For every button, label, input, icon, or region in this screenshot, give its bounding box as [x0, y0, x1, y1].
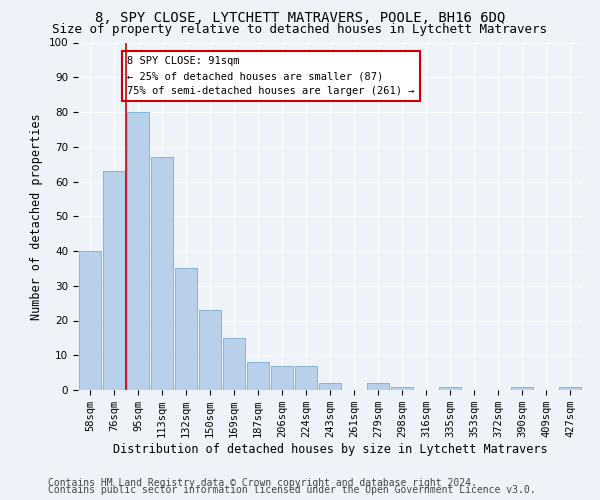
Y-axis label: Number of detached properties: Number of detached properties [30, 113, 43, 320]
Text: Size of property relative to detached houses in Lytchett Matravers: Size of property relative to detached ho… [53, 22, 548, 36]
Bar [295, 366, 317, 390]
Bar [175, 268, 197, 390]
X-axis label: Distribution of detached houses by size in Lytchett Matravers: Distribution of detached houses by size … [113, 443, 547, 456]
Text: Contains public sector information licensed under the Open Government Licence v3: Contains public sector information licen… [48, 485, 536, 495]
Bar [79, 251, 101, 390]
Bar [367, 383, 389, 390]
Text: 8, SPY CLOSE, LYTCHETT MATRAVERS, POOLE, BH16 6DQ: 8, SPY CLOSE, LYTCHETT MATRAVERS, POOLE,… [95, 11, 505, 25]
Bar [391, 386, 413, 390]
Bar [271, 366, 293, 390]
Bar [199, 310, 221, 390]
Text: Contains HM Land Registry data © Crown copyright and database right 2024.: Contains HM Land Registry data © Crown c… [48, 478, 477, 488]
Bar [223, 338, 245, 390]
Bar [511, 386, 533, 390]
Bar [103, 171, 125, 390]
Text: 8 SPY CLOSE: 91sqm
← 25% of detached houses are smaller (87)
75% of semi-detache: 8 SPY CLOSE: 91sqm ← 25% of detached hou… [127, 56, 415, 96]
Bar [247, 362, 269, 390]
Bar [319, 383, 341, 390]
Bar [151, 157, 173, 390]
Bar [559, 386, 581, 390]
Bar [439, 386, 461, 390]
Bar [127, 112, 149, 390]
